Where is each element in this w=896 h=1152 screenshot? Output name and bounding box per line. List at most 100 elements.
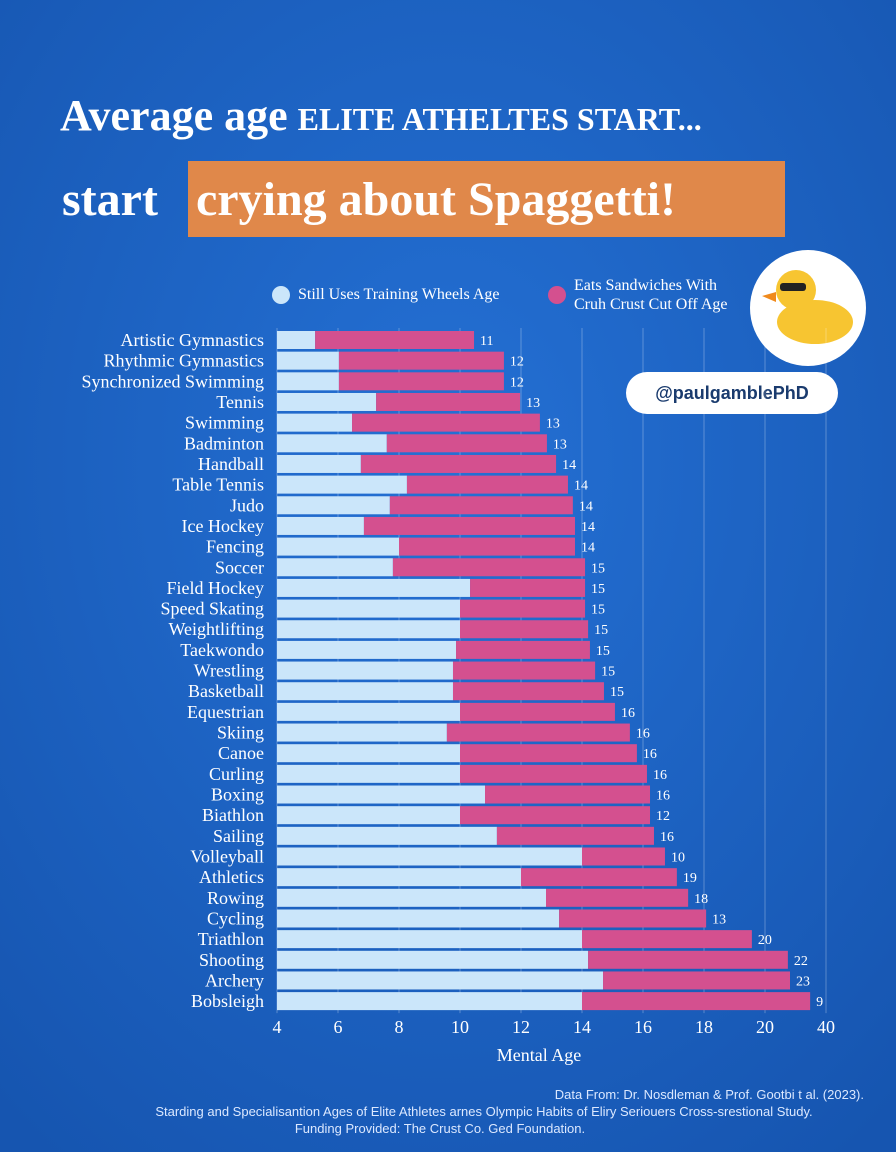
bar-segment — [338, 351, 504, 370]
bar-segment — [399, 537, 575, 556]
bar-label: 20 — [758, 933, 772, 948]
bar-label: 16 — [656, 789, 670, 804]
bar-label: 15 — [591, 582, 605, 597]
y-tick-label: Athletics — [199, 867, 264, 887]
x-tick-label: 6 — [334, 1017, 343, 1037]
legend-label: Still Uses Training Wheels Age — [298, 286, 500, 303]
y-tick-label: Ice Hockey — [182, 516, 264, 536]
bar-label: 9 — [816, 995, 823, 1010]
bar-segment — [277, 702, 460, 721]
bar-label: 14 — [581, 541, 595, 556]
y-tick-label: Synchronized Swimming — [82, 371, 265, 391]
bar-label: 11 — [480, 334, 493, 349]
footer-line: Data From: Dr. Nosdleman & Prof. Gootbi … — [555, 1087, 864, 1102]
bar-segment — [277, 620, 460, 639]
bar-segment — [460, 806, 651, 825]
y-tick-label: Swimming — [185, 413, 264, 433]
bar-label: 15 — [591, 561, 605, 576]
bar-label: 15 — [601, 665, 615, 680]
bar-segment — [386, 434, 547, 453]
y-tick-label: Speed Skating — [161, 599, 265, 619]
bar-segment — [277, 578, 471, 597]
legend-swatch — [272, 286, 290, 304]
bar-segment — [352, 413, 540, 432]
bar-segment — [360, 454, 557, 473]
bar-segment — [452, 661, 596, 680]
bar-segment — [460, 599, 586, 618]
bar-segment — [460, 764, 647, 783]
bar-label: 16 — [636, 727, 650, 742]
bar-segment — [546, 888, 689, 907]
legend-item: Eats Sandwiches With Cruh Crust Cut Off … — [548, 276, 748, 314]
bar-label: 13 — [546, 417, 560, 432]
bar-label: 14 — [581, 520, 595, 535]
bar-segment — [521, 868, 677, 887]
bar-segment — [460, 620, 589, 639]
y-tick-label: Soccer — [215, 557, 264, 577]
x-tick-label: 40 — [817, 1017, 835, 1037]
y-tick-label: Equestrian — [187, 702, 264, 722]
bar-label: 16 — [660, 830, 674, 845]
y-tick-label: Fencing — [206, 537, 264, 557]
y-tick-label: Curling — [209, 764, 264, 784]
bar-segment — [277, 558, 393, 577]
bar-label: 14 — [579, 499, 593, 514]
title-line1: Average age ELITE ATHELTES START... — [60, 91, 702, 140]
footer-line: Funding Provided: The Crust Co. Ged Foun… — [295, 1121, 585, 1136]
bar-label: 12 — [656, 809, 670, 824]
bar-label: 22 — [794, 954, 808, 969]
bar-label: 12 — [510, 355, 524, 370]
bar-segment — [277, 496, 390, 515]
bar-segment — [376, 392, 521, 411]
bar-segment — [315, 331, 475, 349]
bar-segment — [582, 930, 752, 949]
bar-segment — [460, 744, 637, 763]
x-tick-label: 10 — [451, 1017, 469, 1037]
x-tick-label: 16 — [634, 1017, 652, 1037]
bar-segment — [277, 971, 604, 990]
bar-segment — [277, 950, 589, 969]
x-tick-label: 20 — [756, 1017, 774, 1037]
bar-label: 18 — [694, 892, 708, 907]
y-tick-label: Canoe — [218, 743, 264, 763]
bar-segment — [277, 682, 453, 701]
bar-label: 15 — [610, 685, 624, 700]
footer-line: Starding and Specialisantion Ages of Eli… — [155, 1104, 812, 1119]
bar-segment — [277, 744, 460, 763]
plot: 4 6 8 10 12 14 16 18 20 40 Mental Age Artistic Gymn… — [82, 328, 835, 1065]
bar-segment — [277, 454, 361, 473]
y-tick-label: Handball — [198, 454, 264, 474]
title-part: Average age — [60, 91, 288, 140]
bar-segment — [277, 475, 407, 494]
bar-label: 16 — [643, 747, 657, 762]
bar-segment — [277, 764, 460, 783]
y-tick-label: Basketball — [188, 681, 264, 701]
bar-segment — [452, 682, 604, 701]
bar-segment — [456, 640, 590, 659]
y-tick-label: Wrestling — [194, 661, 264, 681]
y-tick-label: Field Hockey — [167, 578, 264, 598]
bar-label: 10 — [671, 851, 685, 866]
bar-segment — [277, 372, 339, 391]
bar-segment — [277, 331, 316, 349]
bar-segment — [277, 785, 486, 804]
bar-label: 15 — [596, 644, 610, 659]
bar-segment — [277, 516, 364, 535]
bar-segment — [277, 847, 582, 866]
y-tick-label: Volleyball — [190, 847, 264, 867]
bar-segment — [446, 723, 630, 742]
x-axis-title: Mental Age — [497, 1045, 581, 1065]
x-tick-label: 14 — [573, 1017, 591, 1037]
bar-segment — [277, 413, 353, 432]
bar-label: 23 — [796, 974, 810, 989]
bar-segment — [582, 847, 665, 866]
y-tick-label: Rowing — [207, 888, 264, 908]
bar-segment — [277, 351, 339, 370]
y-tick-label: Rhythmic Gymnastics — [104, 351, 265, 371]
y-tick-label: Bobsleigh — [191, 991, 264, 1011]
y-tick-label: Artistic Gymnastics — [121, 330, 264, 350]
bar-segment — [470, 578, 586, 597]
bar-segment — [277, 930, 582, 949]
x-tick-label: 18 — [695, 1017, 713, 1037]
